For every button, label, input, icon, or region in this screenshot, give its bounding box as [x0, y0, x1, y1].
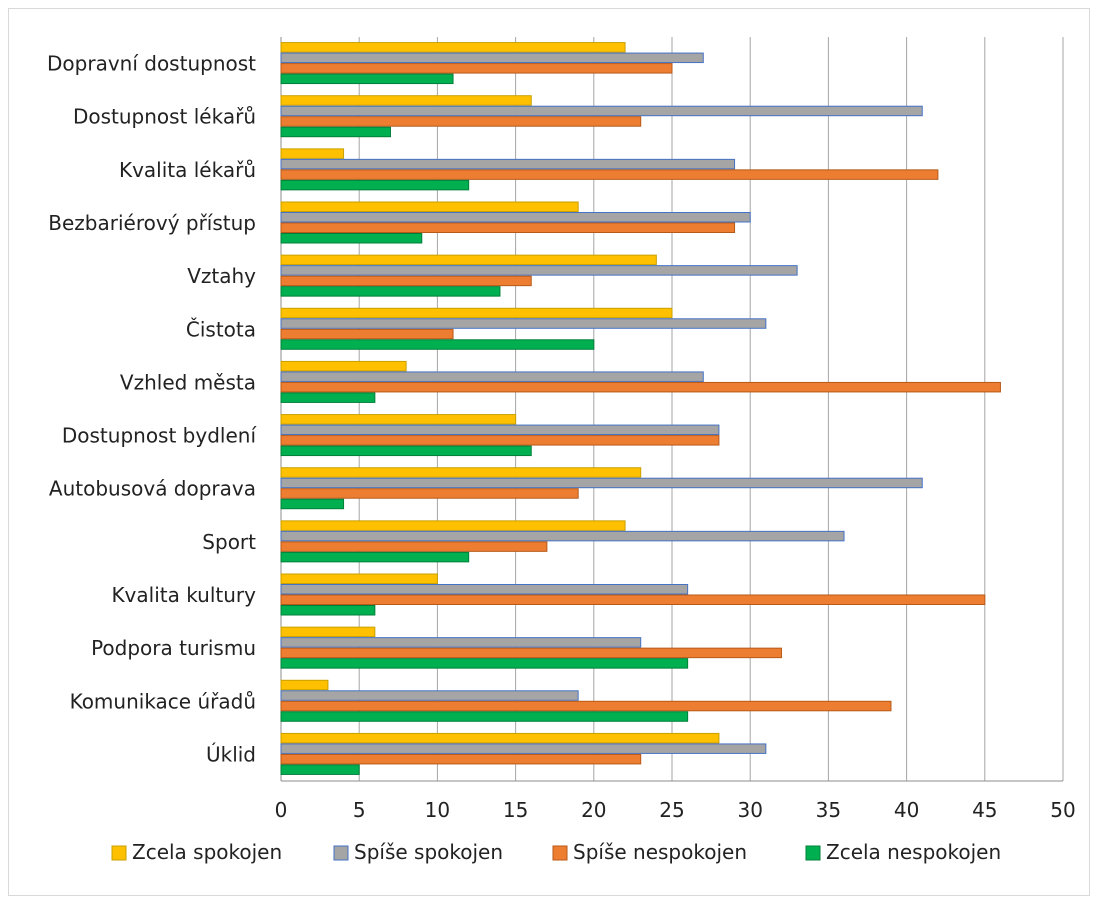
bar-1: [280, 520, 626, 531]
bar-1: [280, 414, 517, 425]
bar-2: [280, 105, 923, 117]
bar-3: [280, 594, 986, 605]
bar-1: [280, 42, 626, 53]
bar-4: [280, 658, 689, 669]
bar-3: [280, 63, 673, 74]
bar-2: [280, 584, 689, 595]
bar-3: [280, 116, 642, 127]
bar-1: [280, 148, 345, 159]
x-tick-label: 0: [275, 798, 288, 822]
bar-4: [280, 339, 595, 350]
x-tick-label: 35: [816, 798, 841, 822]
bar-1: [280, 732, 720, 744]
bar-3: [280, 275, 532, 287]
bar-2: [280, 371, 704, 382]
bars: [280, 42, 1001, 775]
category-label: Dostupnost bydlení: [62, 424, 258, 448]
x-tick-label: 45: [972, 798, 997, 822]
bar-4: [280, 286, 501, 297]
legend-swatch: [333, 845, 349, 861]
bar-2: [280, 52, 704, 64]
bar-1: [280, 95, 532, 106]
category-label: Dostupnost lékařů: [73, 105, 256, 129]
legend-label: Zcela nespokojen: [826, 840, 1001, 864]
x-tick-label: 10: [425, 798, 450, 822]
bar-4: [280, 445, 532, 457]
legend-swatch: [111, 845, 127, 861]
bar-2: [280, 265, 798, 276]
x-tick-label: 50: [1050, 798, 1075, 822]
bar-4: [280, 551, 470, 563]
x-tick-label: 25: [659, 798, 684, 822]
bar-3: [280, 435, 720, 446]
bar-4: [280, 179, 470, 191]
bar-3: [280, 169, 939, 180]
category-label: Úklid: [206, 742, 256, 766]
bar-3: [280, 222, 736, 233]
bar-4: [280, 498, 345, 510]
bar-1: [280, 360, 407, 372]
bar-1: [280, 573, 438, 584]
bar-4: [280, 605, 376, 616]
bar-2: [280, 690, 579, 701]
bar-1: [280, 201, 579, 212]
bar-2: [280, 743, 767, 754]
bar-4: [280, 126, 391, 138]
bar-3: [280, 488, 579, 499]
category-label: Kvalita lékařů: [119, 158, 256, 182]
x-tick-label: 20: [581, 798, 606, 822]
bar-1: [280, 467, 642, 478]
bar-4: [280, 392, 376, 403]
category-label: Vztahy: [187, 264, 256, 288]
bar-4: [280, 233, 423, 244]
bar-3: [280, 700, 892, 712]
x-tick-labels: 0 5 10 15 20 25 30 35 40 45 50: [275, 798, 1076, 822]
category-label: Sport: [202, 530, 256, 554]
x-tick-label: 5: [353, 798, 366, 822]
legend-label: Spíše nespokojen: [573, 840, 747, 864]
legend: Zcela spokojen Spíše spokojen Spíše nespok…: [111, 840, 1001, 864]
bar-3: [280, 541, 548, 552]
gridlines: [280, 37, 1064, 782]
legend-label: Spíše spokojen: [354, 840, 503, 864]
bar-2: [280, 424, 720, 436]
bar-2: [280, 158, 736, 170]
category-labels: Dopravní dostupnost Dostupnost lékařů Kval…: [47, 52, 257, 767]
category-label: Vzhled města: [120, 370, 256, 394]
bar-1: [280, 626, 376, 638]
bar-4: [280, 711, 689, 722]
category-label: Čistota: [186, 317, 256, 341]
bar-3: [280, 328, 454, 340]
x-tick-label: 15: [503, 798, 528, 822]
bar-3: [280, 647, 782, 659]
category-label: Kvalita kultury: [111, 583, 256, 607]
bar-1: [280, 679, 329, 691]
legend-swatch: [552, 845, 568, 861]
bar-2: [280, 530, 845, 542]
bar-3: [280, 753, 642, 765]
bar-2: [280, 637, 642, 648]
category-label: Podpora turismu: [91, 636, 256, 660]
category-label: Dopravní dostupnost: [47, 52, 256, 76]
bar-1: [280, 307, 673, 319]
x-tick-label: 30: [737, 798, 762, 822]
legend-label: Zcela spokojen: [132, 840, 282, 864]
bar-2: [280, 477, 923, 489]
category-label: Bezbariérový přístup: [48, 211, 256, 235]
bar-4: [280, 73, 454, 85]
bar-1: [280, 254, 657, 266]
x-tick-label: 40: [894, 798, 919, 822]
category-label: Autobusová doprava: [49, 477, 256, 501]
category-label: Komunikace úřadů: [70, 689, 256, 713]
bar-2: [280, 318, 767, 329]
bar-4: [280, 764, 360, 775]
bar-3: [280, 381, 1001, 393]
bar-2: [280, 212, 751, 223]
legend-swatch: [805, 845, 821, 861]
